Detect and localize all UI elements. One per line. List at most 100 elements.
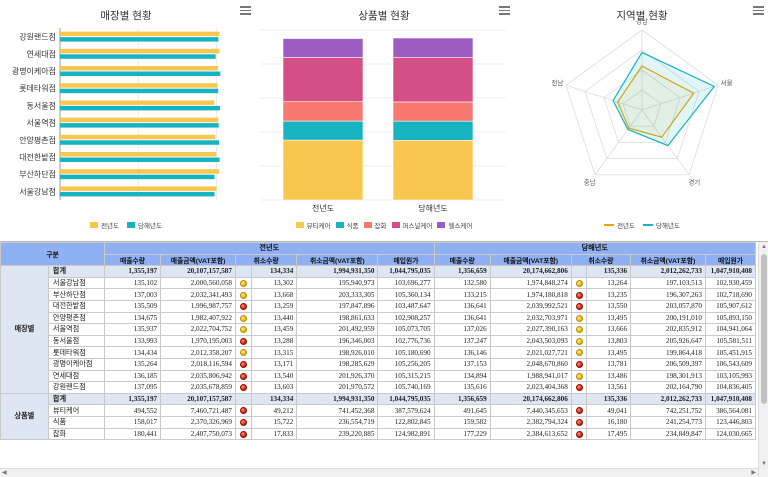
- table-row[interactable]: 안양평촌점 134,675 1,982,407,922 13,440 198,861,6…: [1, 311, 757, 325]
- value-cell: 236,554,719: [296, 415, 379, 429]
- radar-axis-line: [565, 84, 643, 111]
- radar-axis-label: 서울: [721, 78, 733, 87]
- vertical-scroll-thumb[interactable]: [761, 254, 767, 404]
- table-total-row[interactable]: 매장별 합계 1,355,197 20,107,157,587 134,334 1,994…: [0, 265, 757, 394]
- status-icon-cell: [570, 299, 588, 313]
- product-stack-segment: [282, 120, 364, 141]
- table-row[interactable]: 동서울점 133,993 1,970,195,003 13,288 196,346,00…: [1, 334, 757, 348]
- horizontal-scrollbar[interactable]: ◀ ▶: [0, 468, 758, 477]
- value-cell: 1,974,848,274: [489, 276, 572, 290]
- scroll-right-icon[interactable]: ▶: [751, 470, 756, 476]
- status-icon-cell: [570, 311, 588, 325]
- value-cell: 2,027,390,163: [489, 323, 572, 336]
- scroll-left-icon[interactable]: ◀: [2, 470, 7, 476]
- product-stack-segment: [282, 57, 364, 103]
- value-cell: 198,301,913: [630, 369, 706, 383]
- legend-item-curr[interactable]: 당해년도: [643, 220, 680, 230]
- region-chart-menu-icon[interactable]: [753, 6, 764, 15]
- status-icon-cell: [234, 357, 252, 371]
- red-status-icon: [239, 337, 247, 345]
- value-cell: 198,285,629: [296, 357, 379, 371]
- value-cell: 203,333,305: [296, 288, 379, 301]
- product-stack-segment: [392, 120, 474, 141]
- table-row[interactable]: 식품 158,017 2,370,326,969 15,722 236,554,719 1…: [1, 415, 757, 429]
- table-row[interactable]: 강원랜드점 137,095 2,035,678,859 13,603 201,970,5…: [1, 381, 757, 394]
- status-icon-cell: [570, 427, 588, 441]
- table-row[interactable]: 잡화 180,441 2,407,750,073 17,833 239,220,885 1…: [1, 427, 757, 441]
- table-row[interactable]: 부산하단점 137,003 2,032,341,493 13,668 203,333,3…: [1, 288, 757, 301]
- row-label: 합계: [47, 265, 105, 278]
- legend-item-prev[interactable]: 전년도: [604, 220, 635, 230]
- legend-item-personal[interactable]: 퍼스널케어: [391, 220, 432, 230]
- header-prev-year: 전년도: [103, 242, 435, 255]
- store-bar-curr: [60, 37, 219, 42]
- table-row[interactable]: 서울역점 135,937 2,022,704,752 13,459 201,492,95…: [1, 323, 757, 336]
- value-cell: 135,937: [103, 323, 162, 336]
- value-cell: 1,044,795,035: [377, 265, 435, 278]
- value-cell: 7,460,721,487: [160, 404, 236, 417]
- table-row[interactable]: 대전한밭점 135,509 1,996,987,757 13,259 197,847,8…: [1, 299, 757, 313]
- status-icon-cell: [234, 369, 252, 383]
- value-cell: 105,256,205: [377, 357, 435, 371]
- store-chart-title: 매장별 현황: [100, 10, 152, 22]
- status-icon-cell: [570, 357, 588, 371]
- legend-item-goods[interactable]: 잡화: [363, 220, 387, 230]
- value-cell: 202,164,790: [630, 381, 706, 394]
- value-cell: 13,259: [250, 299, 298, 313]
- red-status-icon: [575, 291, 583, 299]
- value-cell: 201,970,572: [296, 381, 379, 394]
- store-chart-menu-icon[interactable]: [240, 6, 251, 15]
- value-cell: 105,907,612: [704, 299, 757, 313]
- value-cell: 1,996,987,757: [160, 299, 236, 313]
- radar-series-prev: [616, 65, 695, 138]
- value-cell: 103,105,993: [704, 369, 757, 383]
- legend-item-beauty[interactable]: 뷰티케어: [295, 220, 331, 230]
- radar-axis-label: 충남: [584, 178, 596, 187]
- table-row[interactable]: 광명이케아점 135,264 2,018,116,594 13,171 198,285,…: [1, 357, 757, 371]
- yellow-status-icon: [239, 326, 247, 334]
- value-cell: 137,003: [103, 288, 162, 301]
- store-category-label: 강원랜드점: [19, 32, 56, 42]
- legend-item-curr[interactable]: 당해년도: [127, 220, 162, 230]
- value-cell: 241,254,773: [630, 415, 706, 429]
- table-row[interactable]: 뷰티케어 494,552 7,460,721,487 49,212 741,452,36…: [1, 404, 757, 417]
- store-chart-legend: 전년도 당해년도: [0, 220, 252, 230]
- sales-table-container[interactable]: 구분 전년도 당해년도 매출수량 매출금액(VAT포함) 취소수량 취소금액(VAT포…: [0, 241, 768, 477]
- status-icon-cell: [570, 334, 588, 348]
- table-row[interactable]: 롯데타워점 134,434 2,012,358,207 13,315 198,926,0…: [1, 346, 757, 359]
- legend-item-prev[interactable]: 전년도: [90, 220, 119, 230]
- yellow-status-icon: [575, 349, 583, 357]
- legend-item-food[interactable]: 식품: [335, 220, 359, 230]
- value-cell: 105,581,511: [704, 334, 757, 348]
- product-chart-menu-icon[interactable]: [499, 6, 510, 15]
- store-bar-curr: [60, 105, 220, 111]
- value-cell: 102,776,736: [377, 334, 435, 348]
- table-total-row[interactable]: 상품별 합계 1,355,197 20,107,157,587 134,334 1,994…: [0, 392, 757, 441]
- store-category-label: 광명이케아점: [12, 66, 56, 76]
- value-cell: 13,486: [586, 369, 632, 383]
- legend-item-health[interactable]: 헬스케어: [437, 220, 472, 230]
- value-cell: 105,451,915: [704, 346, 757, 359]
- store-bar-curr: [60, 88, 219, 94]
- store-bar-prev: [60, 31, 220, 37]
- value-cell: 20,107,157,587: [160, 265, 236, 278]
- scroll-down-icon[interactable]: ▼: [761, 461, 767, 467]
- status-icon-cell: [570, 323, 588, 336]
- value-cell: 137,095: [103, 381, 162, 394]
- value-cell: 180,441: [103, 427, 162, 441]
- scroll-up-icon[interactable]: ▲: [761, 244, 767, 250]
- table-row[interactable]: 연세대점 136,185 2,035,806,942 13,540 201,926,37…: [1, 369, 757, 383]
- status-icon-cell: [234, 381, 252, 394]
- red-status-icon: [575, 407, 583, 415]
- value-cell: 20,107,157,587: [160, 392, 236, 406]
- value-cell: 234,849,847: [630, 427, 706, 441]
- value-cell: 13,540: [250, 369, 298, 383]
- value-cell: 124,030,665: [704, 427, 757, 441]
- vertical-scrollbar[interactable]: ▲ ▼: [758, 242, 768, 477]
- value-cell: 198,861,633: [296, 311, 379, 325]
- value-cell: 13,781: [586, 357, 632, 371]
- store-bar-prev: [60, 117, 219, 123]
- table-row[interactable]: 서울강남점 135,102 2,000,560,058 13,302 195,940,9…: [1, 276, 757, 290]
- row-label: 안양평촌점: [47, 311, 105, 325]
- value-cell: 201,926,370: [296, 369, 379, 383]
